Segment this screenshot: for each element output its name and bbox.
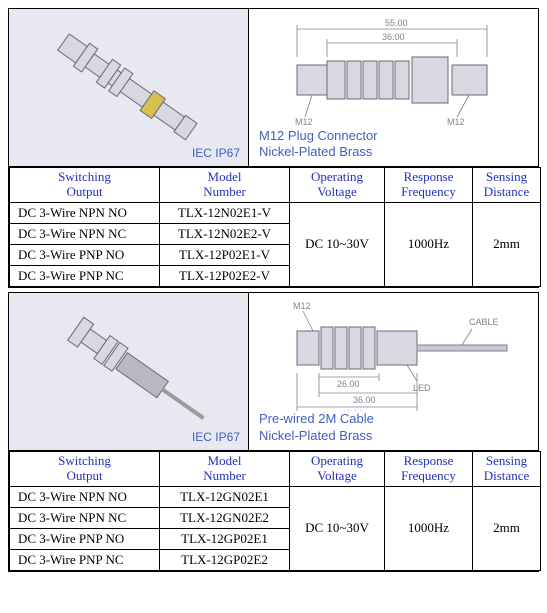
cell-model: TLX-12P02E2-V: [160, 265, 290, 286]
cell-frequency: 1000Hz: [385, 202, 473, 286]
cell-model: TLX-12GN02E1: [160, 486, 290, 507]
cell-model: TLX-12GP02E2: [160, 549, 290, 570]
table-row: DC 3-Wire NPN NO TLX-12GN02E1 DC 10~30V …: [10, 486, 541, 507]
th-operating-voltage: OperatingVoltage: [290, 168, 385, 203]
cell-output: DC 3-Wire NPN NC: [10, 507, 160, 528]
iec-label: IEC IP67: [192, 146, 240, 160]
tech-drawing-cable: M12 CABLE LED 26.00 36.00: [249, 293, 538, 450]
dim-overall: 55.00: [385, 18, 408, 28]
iec-label: IEC IP67: [192, 430, 240, 444]
drawing-cable-icon: M12 CABLE LED 26.00 36.00: [257, 301, 527, 411]
caption-line1: M12 Plug Connector: [259, 128, 378, 143]
callout-m12-right: M12: [447, 117, 465, 127]
dim-36: 36.00: [353, 395, 376, 405]
drawing-plug-icon: 55.00 36.00 M12 M12: [257, 17, 527, 127]
callout-m12-left: M12: [295, 117, 313, 127]
dim-26: 26.00: [337, 379, 360, 389]
th-sensing-distance: SensingDistance: [473, 451, 541, 486]
cell-distance: 2mm: [473, 202, 541, 286]
cell-output: DC 3-Wire PNP NO: [10, 244, 160, 265]
caption-line1: Pre-wired 2M Cable: [259, 411, 374, 426]
cell-output: DC 3-Wire NPN NO: [10, 486, 160, 507]
cell-output: DC 3-Wire PNP NO: [10, 528, 160, 549]
cell-frequency: 1000Hz: [385, 486, 473, 570]
caption-plug: M12 Plug Connector Nickel-Plated Brass: [259, 128, 378, 161]
caption-cable: Pre-wired 2M Cable Nickel-Plated Brass: [259, 411, 374, 444]
cell-output: DC 3-Wire PNP NC: [10, 265, 160, 286]
cell-model: TLX-12N02E1-V: [160, 202, 290, 223]
caption-line2: Nickel-Plated Brass: [259, 428, 372, 443]
cell-output: DC 3-Wire NPN NO: [10, 202, 160, 223]
caption-line2: Nickel-Plated Brass: [259, 144, 372, 159]
th-operating-voltage: OperatingVoltage: [290, 451, 385, 486]
th-model-number: ModelNumber: [160, 168, 290, 203]
product-photo-plug: IEC IP67: [9, 9, 249, 166]
cell-model: TLX-12P02E1-V: [160, 244, 290, 265]
th-response-frequency: ResponseFrequency: [385, 168, 473, 203]
table-header-row: SwitchingOutput ModelNumber OperatingVol…: [10, 168, 541, 203]
cell-output: DC 3-Wire PNP NC: [10, 549, 160, 570]
cell-output: DC 3-Wire NPN NC: [10, 223, 160, 244]
callout-m12: M12: [293, 301, 311, 311]
cell-model: TLX-12N02E2-V: [160, 223, 290, 244]
sensor-plug-icon: [49, 18, 209, 158]
cell-voltage: DC 10~30V: [290, 202, 385, 286]
th-response-frequency: ResponseFrequency: [385, 451, 473, 486]
spec-table-plug: SwitchingOutput ModelNumber OperatingVol…: [9, 167, 541, 287]
image-row: IEC IP67 55.00 36.00: [9, 9, 538, 167]
cell-model: TLX-12GP02E1: [160, 528, 290, 549]
cell-distance: 2mm: [473, 486, 541, 570]
table-header-row: SwitchingOutput ModelNumber OperatingVol…: [10, 451, 541, 486]
th-sensing-distance: SensingDistance: [473, 168, 541, 203]
section-prewired-cable: IEC IP67 M12 CABLE LED: [8, 292, 539, 572]
tech-drawing-plug: 55.00 36.00 M12 M12: [249, 9, 538, 166]
th-switching-output: SwitchingOutput: [10, 168, 160, 203]
callout-led: LED: [413, 383, 431, 393]
th-model-number: ModelNumber: [160, 451, 290, 486]
spec-table-cable: SwitchingOutput ModelNumber OperatingVol…: [9, 451, 541, 571]
sensor-cable-icon: [49, 301, 209, 441]
th-switching-output: SwitchingOutput: [10, 451, 160, 486]
image-row: IEC IP67 M12 CABLE LED: [9, 293, 538, 451]
table-row: DC 3-Wire NPN NO TLX-12N02E1-V DC 10~30V…: [10, 202, 541, 223]
callout-cable: CABLE: [469, 317, 499, 327]
cell-model: TLX-12GN02E2: [160, 507, 290, 528]
cell-voltage: DC 10~30V: [290, 486, 385, 570]
section-plug-connector: IEC IP67 55.00 36.00: [8, 8, 539, 288]
product-photo-cable: IEC IP67: [9, 293, 249, 450]
dim-inner: 36.00: [382, 32, 405, 42]
